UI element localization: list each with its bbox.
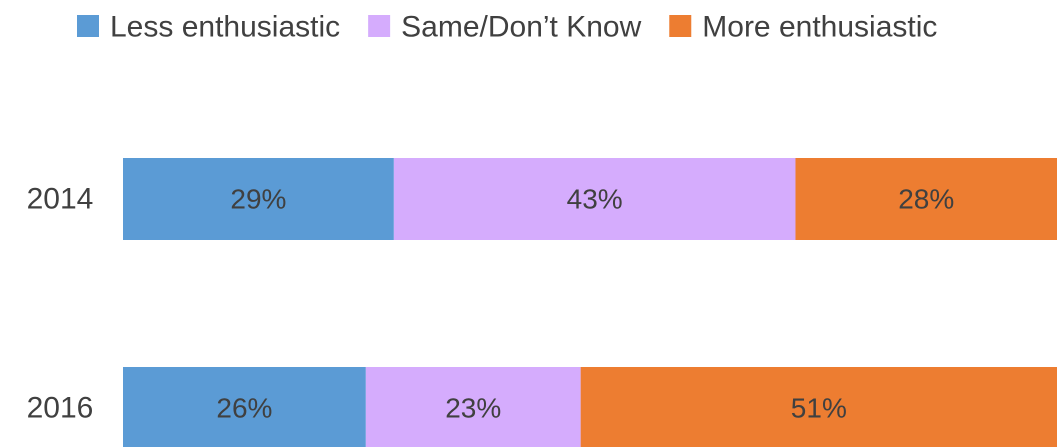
value-label: 23%: [445, 393, 501, 424]
legend-swatch: [77, 15, 99, 37]
value-label: 26%: [216, 393, 272, 424]
bar-segment: [580, 367, 1057, 447]
value-label: 28%: [898, 184, 954, 215]
bar-segment: [123, 158, 394, 240]
legend-label: Less enthusiastic: [110, 11, 340, 44]
bar-segment: [393, 158, 796, 240]
bar-segment: [123, 367, 366, 447]
value-label: 43%: [567, 184, 623, 215]
legend-label: More enthusiastic: [702, 11, 937, 44]
bar-segment: [365, 367, 581, 447]
category-label: 2016: [27, 392, 94, 425]
value-label: 29%: [230, 184, 286, 215]
value-label: 51%: [791, 393, 847, 424]
legend-swatch: [669, 15, 692, 37]
legend-swatch: [368, 15, 391, 37]
bar-segment: [795, 158, 1057, 240]
legend-label: Same/Don’t Know: [401, 11, 641, 44]
category-label: 2014: [27, 183, 94, 216]
